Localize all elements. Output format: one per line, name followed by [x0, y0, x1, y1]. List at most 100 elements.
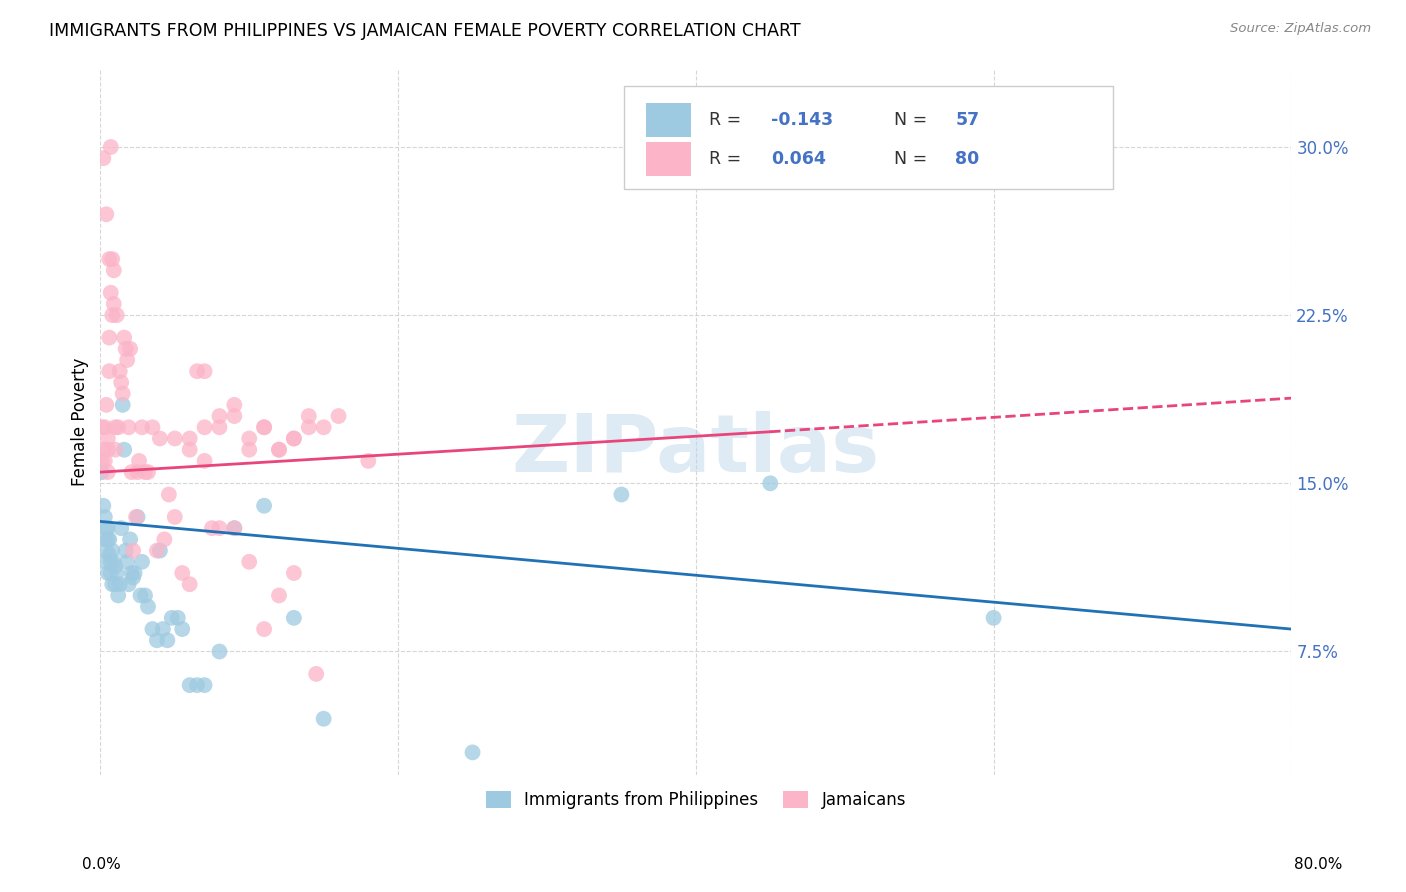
Point	[91, 442, 114, 457]
Point	[146, 633, 169, 648]
Point	[283, 432, 305, 446]
Point	[238, 432, 260, 446]
Point	[136, 599, 159, 614]
Text: R =: R =	[709, 112, 747, 129]
Point	[267, 589, 290, 603]
Text: ZIPatlas: ZIPatlas	[512, 411, 880, 489]
Point	[117, 420, 139, 434]
Point	[108, 364, 131, 378]
Point	[98, 548, 121, 562]
Point	[112, 442, 135, 457]
Point	[172, 622, 194, 636]
Text: 57: 57	[956, 112, 980, 129]
Point	[94, 420, 117, 434]
Point	[94, 533, 117, 547]
Point	[90, 420, 112, 434]
Point	[267, 442, 290, 457]
Point	[134, 465, 156, 479]
Text: N =: N =	[894, 112, 932, 129]
Point	[208, 420, 231, 434]
Point	[152, 622, 174, 636]
Point	[131, 420, 153, 434]
Text: R =: R =	[709, 150, 747, 168]
Point	[283, 432, 305, 446]
Point	[96, 521, 118, 535]
Point	[253, 622, 276, 636]
Point	[100, 140, 122, 154]
Point	[610, 487, 633, 501]
Point	[91, 151, 114, 165]
Point	[122, 570, 145, 584]
Point	[104, 577, 127, 591]
Point	[141, 622, 163, 636]
Point	[146, 543, 169, 558]
Point	[100, 285, 122, 300]
Point	[115, 555, 138, 569]
Point	[114, 543, 136, 558]
Point	[107, 589, 129, 603]
Point	[104, 442, 127, 457]
Point	[101, 543, 124, 558]
Point	[97, 533, 120, 547]
Point	[96, 398, 118, 412]
Point	[160, 611, 183, 625]
Text: 80: 80	[956, 150, 980, 168]
Point	[97, 521, 120, 535]
Point	[179, 678, 201, 692]
FancyBboxPatch shape	[624, 87, 1112, 188]
Point	[328, 409, 350, 423]
Point	[305, 667, 328, 681]
Point	[108, 577, 131, 591]
Point	[94, 510, 117, 524]
Text: 0.064: 0.064	[770, 150, 825, 168]
Text: IMMIGRANTS FROM PHILIPPINES VS JAMAICAN FEMALE POVERTY CORRELATION CHART: IMMIGRANTS FROM PHILIPPINES VS JAMAICAN …	[49, 22, 801, 40]
Point	[96, 207, 118, 221]
Point	[121, 465, 143, 479]
Point	[193, 678, 215, 692]
Point	[283, 611, 305, 625]
Point	[179, 577, 201, 591]
Point	[357, 454, 380, 468]
Point	[312, 712, 335, 726]
Point	[141, 420, 163, 434]
Point	[97, 432, 120, 446]
Point	[253, 420, 276, 434]
Point	[134, 589, 156, 603]
Point	[97, 566, 120, 580]
Point	[298, 409, 321, 423]
Text: Source: ZipAtlas.com: Source: ZipAtlas.com	[1230, 22, 1371, 36]
Point	[90, 454, 112, 468]
Point	[224, 398, 246, 412]
Point	[224, 521, 246, 535]
Point	[103, 555, 125, 569]
Point	[97, 465, 120, 479]
Point	[166, 611, 188, 625]
Point	[136, 465, 159, 479]
Point	[253, 499, 276, 513]
Point	[120, 342, 142, 356]
Point	[107, 420, 129, 434]
Point	[120, 533, 142, 547]
Point	[101, 308, 124, 322]
Point	[224, 521, 246, 535]
Point	[163, 510, 186, 524]
Point	[103, 297, 125, 311]
Point	[100, 555, 122, 569]
Point	[96, 543, 118, 558]
Point	[128, 454, 150, 468]
Point	[91, 499, 114, 513]
Point	[298, 420, 321, 434]
Text: N =: N =	[894, 150, 932, 168]
Text: 0.0%: 0.0%	[82, 857, 121, 872]
Point	[153, 533, 176, 547]
Point	[238, 442, 260, 457]
Point	[208, 644, 231, 658]
Point	[201, 521, 224, 535]
Point	[283, 566, 305, 580]
Point	[103, 263, 125, 277]
Point	[112, 330, 135, 344]
Point	[98, 330, 121, 344]
Point	[90, 465, 112, 479]
Point	[208, 409, 231, 423]
Point	[111, 398, 134, 412]
